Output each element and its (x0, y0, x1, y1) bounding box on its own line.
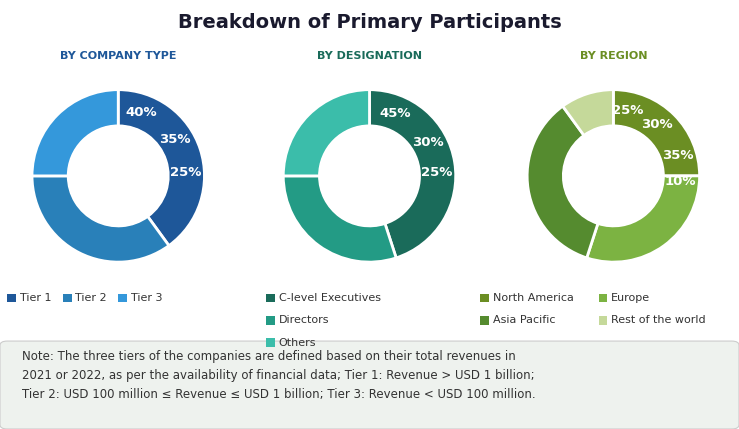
Text: Tier 3: Tier 3 (131, 293, 163, 303)
Text: 45%: 45% (380, 107, 411, 120)
Text: BY REGION: BY REGION (579, 51, 647, 61)
Text: Asia Pacific: Asia Pacific (493, 315, 556, 326)
Text: 35%: 35% (661, 149, 693, 162)
Wedge shape (283, 90, 370, 176)
Text: Tier 1: Tier 1 (20, 293, 52, 303)
Text: BY COMPANY TYPE: BY COMPANY TYPE (60, 51, 177, 61)
Text: 25%: 25% (421, 166, 452, 179)
Circle shape (563, 126, 664, 226)
Text: Breakdown of Primary Participants: Breakdown of Primary Participants (177, 13, 562, 32)
Text: 35%: 35% (159, 133, 191, 146)
Text: Note: The three tiers of the companies are defined based on their total revenues: Note: The three tiers of the companies a… (22, 350, 536, 401)
Text: Rest of the world: Rest of the world (611, 315, 706, 326)
Text: Directors: Directors (279, 315, 329, 326)
Text: C-level Executives: C-level Executives (279, 293, 381, 303)
Wedge shape (118, 90, 205, 246)
Text: 40%: 40% (126, 106, 157, 119)
Text: Tier 2: Tier 2 (75, 293, 107, 303)
Wedge shape (32, 176, 169, 262)
Wedge shape (370, 90, 456, 258)
Text: 25%: 25% (612, 104, 644, 117)
Wedge shape (527, 106, 598, 258)
Wedge shape (613, 90, 700, 176)
Circle shape (319, 126, 420, 226)
Wedge shape (562, 90, 613, 136)
Text: 30%: 30% (412, 136, 443, 149)
Text: 25%: 25% (170, 166, 201, 179)
Text: 10%: 10% (664, 175, 696, 188)
Text: Europe: Europe (611, 293, 650, 303)
Wedge shape (283, 176, 396, 262)
Circle shape (68, 126, 168, 226)
Wedge shape (32, 90, 118, 176)
Text: BY DESIGNATION: BY DESIGNATION (317, 51, 422, 61)
Text: North America: North America (493, 293, 573, 303)
Text: Others: Others (279, 338, 316, 348)
Wedge shape (587, 176, 700, 262)
Text: 30%: 30% (641, 118, 672, 131)
